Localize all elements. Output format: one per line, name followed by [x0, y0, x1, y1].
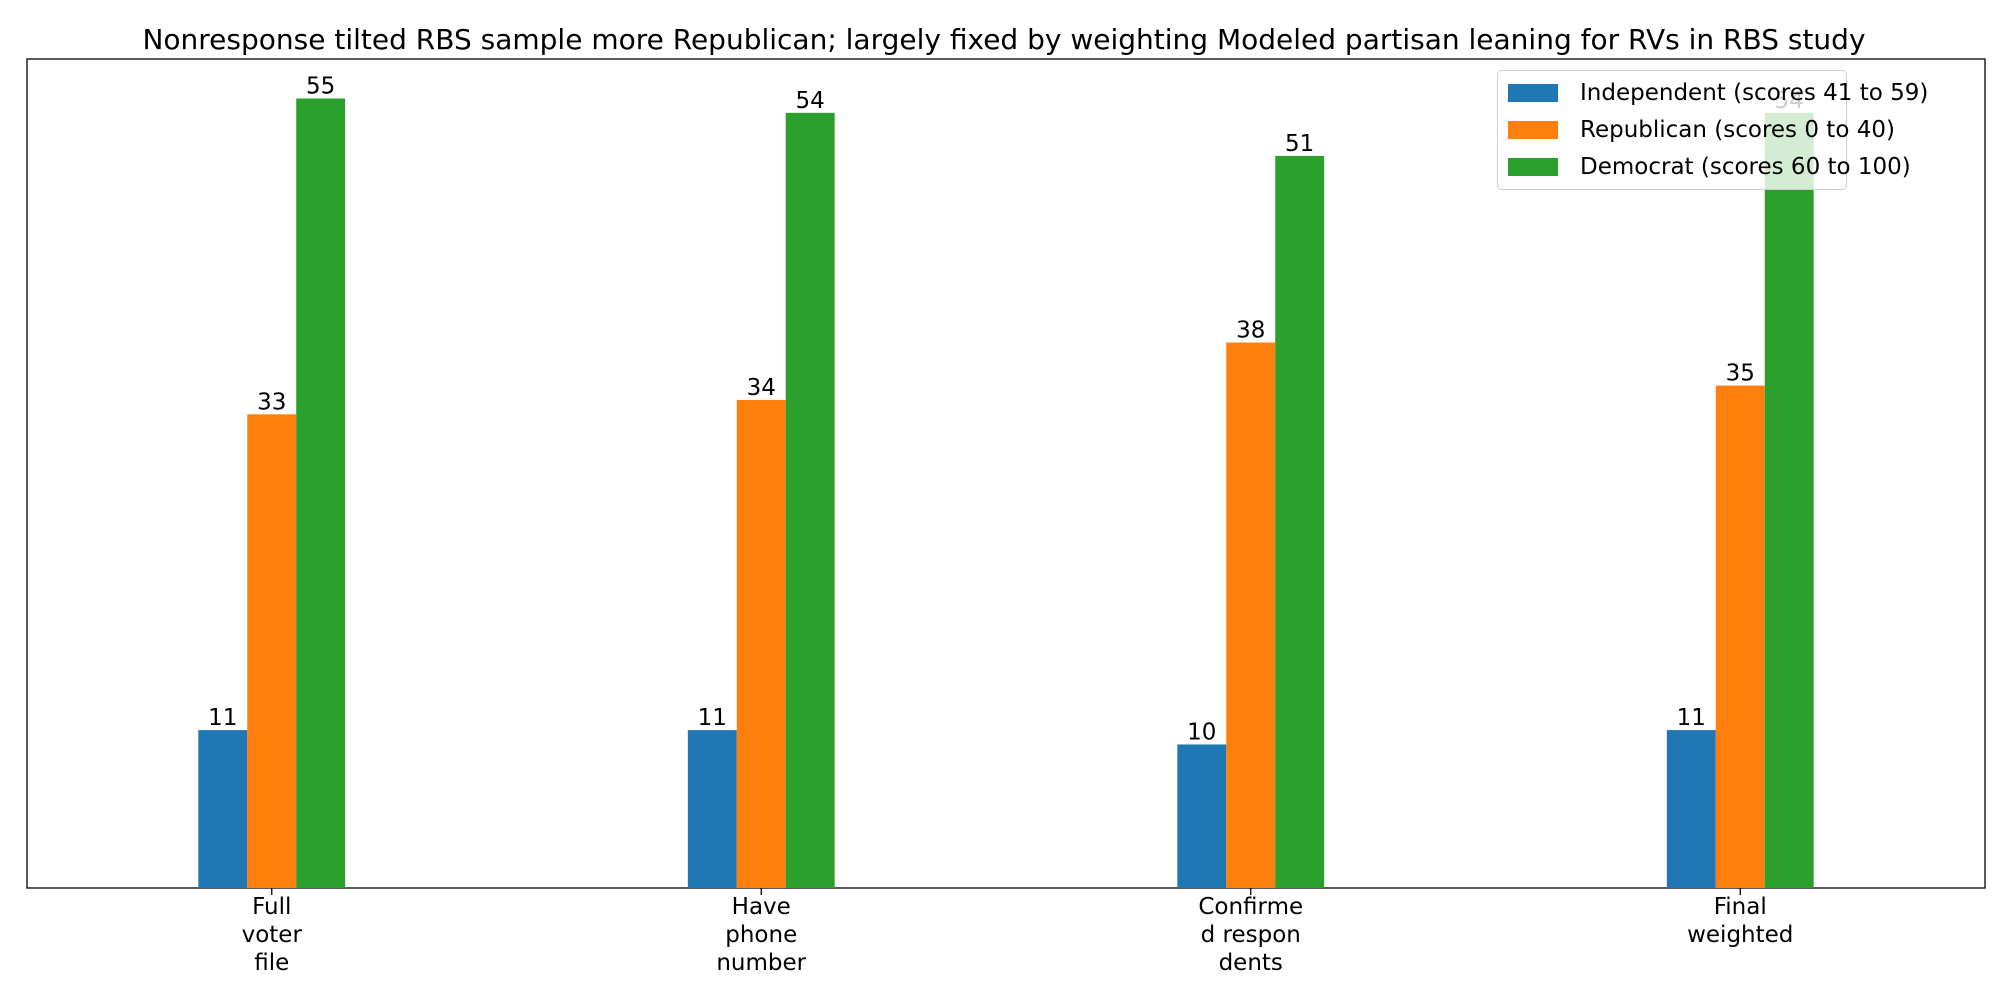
bar-republican-3 [1715, 385, 1765, 888]
x-tick-label-3: Final weighted [1687, 894, 1793, 948]
bar-democrat-0 [296, 98, 346, 888]
x-tick-label-line: d respon [1201, 922, 1301, 948]
x-tick-label-line: weighted [1687, 922, 1793, 948]
bar-independent-2 [1177, 744, 1227, 888]
bars-layer [198, 98, 1814, 888]
legend-item-democrat: Democrat (scores 60 to 100) [1508, 153, 1911, 181]
x-tick-label-0: Full voter file [242, 894, 303, 976]
bar-independent-0 [198, 730, 248, 888]
data-label-independent-2: 10 [1187, 719, 1216, 745]
data-label-democrat-2: 51 [1285, 131, 1314, 157]
x-tick-label-line: file [254, 950, 289, 976]
x-tick-label-line: Full [252, 894, 291, 920]
data-label-republican-2: 38 [1236, 318, 1265, 344]
bar-democrat-2 [1275, 155, 1325, 888]
bar-republican-2 [1226, 342, 1276, 888]
x-tick-label-line: voter [242, 922, 303, 948]
legend: Independent (scores 41 to 59) Republican… [1497, 70, 1928, 190]
bar-independent-3 [1666, 730, 1716, 888]
bar-republican-1 [736, 399, 786, 888]
legend-swatch-independent [1508, 84, 1558, 102]
legend-swatch-republican [1508, 121, 1558, 139]
legend-swatch-democrat [1508, 158, 1558, 176]
legend-item-independent: Independent (scores 41 to 59) [1508, 79, 1928, 107]
x-tick-label-1: Have phone number [716, 894, 806, 976]
x-tick-label-line: dents [1219, 950, 1283, 976]
x-tick-label-line: Final [1714, 894, 1767, 920]
legend-item-republican: Republican (scores 0 to 40) [1508, 116, 1895, 144]
bar-democrat-1 [785, 112, 835, 888]
x-tick-label-2: Confirme d respon dents [1198, 894, 1303, 976]
plot-frame [26, 58, 1986, 889]
bar-democrat-3 [1764, 112, 1814, 888]
x-tick-label-line: Confirme [1198, 894, 1303, 920]
x-tick-label-line: number [716, 950, 806, 976]
data-label-independent-0: 11 [208, 705, 237, 731]
x-axis-ticks: Full voter file Have phone number Confirme d re… [242, 888, 1793, 976]
legend-label-republican: Republican (scores 0 to 40) [1580, 117, 1895, 143]
data-label-republican-0: 33 [257, 389, 286, 415]
legend-label-democrat: Democrat (scores 60 to 100) [1580, 154, 1911, 180]
bar-republican-0 [247, 414, 297, 888]
data-label-democrat-1: 54 [796, 88, 825, 114]
data-label-independent-1: 11 [698, 705, 727, 731]
data-label-republican-3: 35 [1726, 361, 1755, 387]
data-label-independent-3: 11 [1677, 705, 1706, 731]
data-label-republican-1: 34 [747, 375, 776, 401]
data-label-democrat-0: 55 [306, 73, 335, 99]
chart-title: Nonresponse tilted RBS sample more Repub… [142, 23, 1865, 56]
bar-independent-1 [687, 730, 737, 888]
x-tick-label-line: phone [725, 922, 797, 948]
legend-label-independent: Independent (scores 41 to 59) [1580, 80, 1929, 106]
x-tick-label-line: Have [732, 894, 791, 920]
